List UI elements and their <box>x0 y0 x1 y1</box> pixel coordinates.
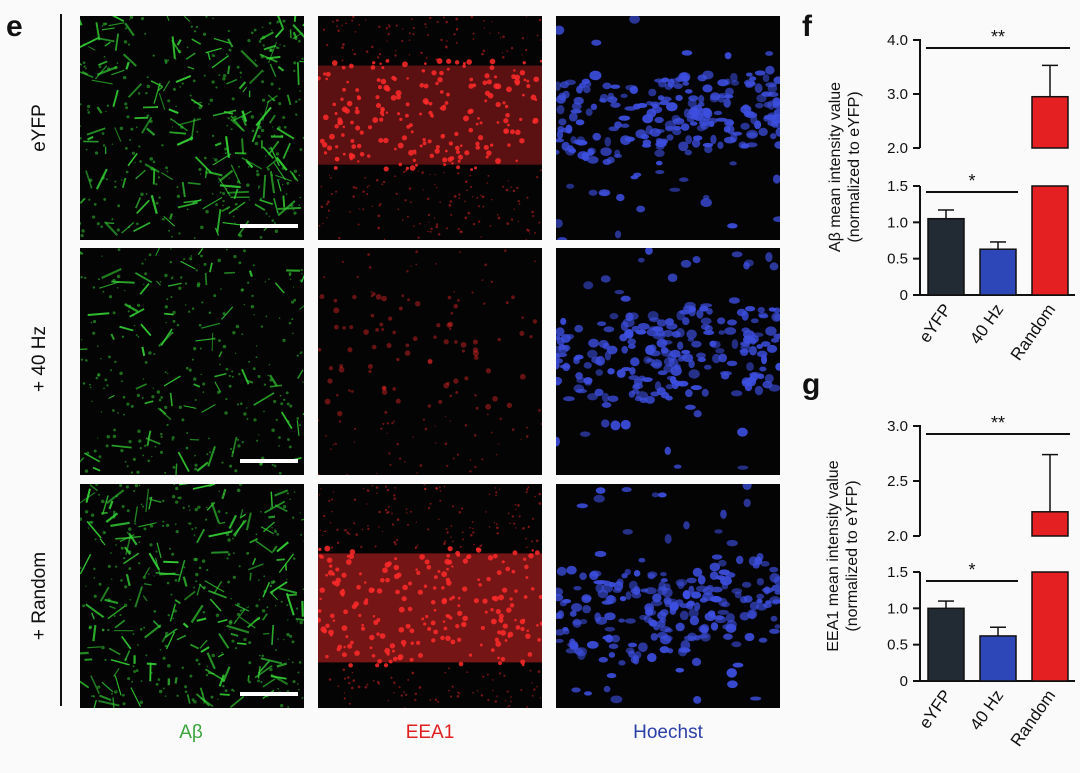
significance-label-1: ** <box>991 27 1005 47</box>
micrograph-eea1-eyfp <box>318 16 542 240</box>
y-tick-label-lower-2: 1.0 <box>887 600 908 617</box>
column-label-eea1: EEA1 <box>405 722 455 743</box>
significance-label-0: * <box>968 171 975 191</box>
y-tick-label-lower-3: 1.5 <box>887 178 908 195</box>
y-tick-label-upper-1: 3.0 <box>887 86 908 103</box>
bar-2-lower <box>1031 185 1069 296</box>
x-tick-label-1: 40 Hz <box>966 300 1007 347</box>
y-tick-label-upper-0: 2.0 <box>887 528 908 545</box>
y-tick-label-upper-0: 2.0 <box>887 140 908 157</box>
bar-1 <box>979 248 1017 296</box>
bar-0 <box>927 217 965 296</box>
bar-1 <box>979 635 1017 682</box>
micrograph-abeta-40hz <box>80 248 304 475</box>
y-tick-label-lower-0: 0 <box>900 673 908 690</box>
y-tick-label-lower-0: 0 <box>900 287 908 304</box>
row-label-40hz: + 40 Hz <box>29 326 50 393</box>
panel-label-g: g <box>802 368 821 401</box>
micrograph-hoechst-random <box>556 484 780 708</box>
chart-g-ylabel-line1: EEA1 mean intensity value <box>825 460 842 652</box>
y-tick-label-upper-2: 4.0 <box>887 32 908 49</box>
x-tick-label-0: eYFP <box>915 300 955 346</box>
significance-label-1: ** <box>991 413 1005 433</box>
chart-g-y-axis-label: EEA1 mean intensity value (normalized to… <box>824 431 862 681</box>
micrograph-hoechst-eyfp <box>556 16 780 240</box>
x-tick-label-1: 40 Hz <box>966 686 1007 733</box>
micrograph-abeta-random <box>80 484 304 708</box>
chart-f-y-axis-label: Aβ mean intensity value (normalized to e… <box>826 52 864 282</box>
significance-label-0: * <box>968 560 975 580</box>
panel-label-e: e <box>6 10 23 43</box>
x-tick-label-2: Random <box>1007 300 1059 364</box>
scale-bar <box>240 459 298 463</box>
row-divider-line <box>60 14 62 706</box>
y-tick-label-lower-3: 1.5 <box>887 564 908 581</box>
row-label-random: + Random <box>29 551 50 641</box>
micrograph-abeta-eyfp <box>80 16 304 240</box>
scale-bar <box>240 224 298 228</box>
bar-2-upper <box>1031 511 1069 537</box>
column-label-hoechst: Hoechst <box>633 722 703 743</box>
micrograph-eea1-40hz <box>318 248 542 475</box>
column-label-abeta: Aβ <box>179 722 203 743</box>
y-tick-label-lower-2: 1.0 <box>887 214 908 231</box>
micrograph-eea1-random <box>318 484 542 708</box>
x-tick-label-0: eYFP <box>915 686 955 732</box>
scale-bar <box>240 692 298 696</box>
y-tick-label-upper-2: 3.0 <box>887 418 908 435</box>
panel-label-f: f <box>802 10 812 43</box>
micrograph-hoechst-40hz <box>556 248 780 475</box>
bar-2-lower <box>1031 571 1069 682</box>
y-tick-label-lower-1: 0.5 <box>887 637 908 654</box>
y-tick-label-upper-1: 2.5 <box>887 473 908 490</box>
y-tick-label-lower-1: 0.5 <box>887 251 908 268</box>
bar-0 <box>927 607 965 682</box>
bar-2-upper <box>1031 95 1069 149</box>
x-tick-label-2: Random <box>1007 686 1059 750</box>
chart-f-ylabel-line1: Aβ mean intensity value <box>827 81 844 253</box>
row-label-eyfp: eYFP <box>29 104 50 152</box>
